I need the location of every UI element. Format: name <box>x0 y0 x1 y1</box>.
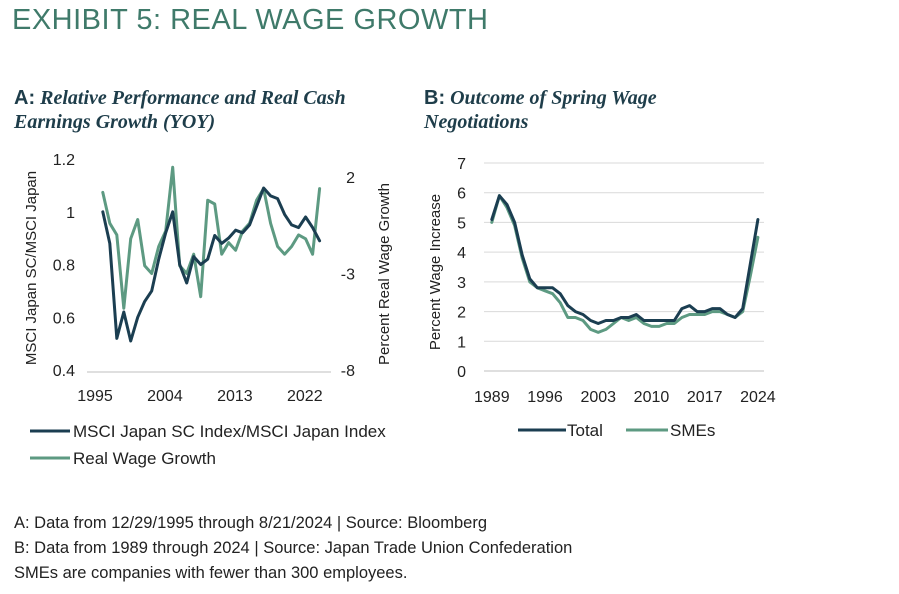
panel-b-ytick: 6 <box>457 186 466 203</box>
panel-b-xtick: 1989 <box>474 389 510 406</box>
panel-a-xtick: 2013 <box>217 388 253 405</box>
panel-a-xtick: 2004 <box>147 388 183 405</box>
panel-b-xtick: 2024 <box>740 389 776 406</box>
panel-a-ytick-right: 2 <box>346 170 355 187</box>
panel-a-ytick-left: 1.2 <box>53 152 75 169</box>
panel-a-ytick-left: 1 <box>66 205 75 222</box>
panel-a-ytick-left: 0.4 <box>53 363 75 380</box>
panel-b-xtick: 2003 <box>580 389 616 406</box>
panel-a-xtick: 1995 <box>77 388 113 405</box>
panel-b-xtick: 1996 <box>527 389 563 406</box>
panel-a-ylabel-right: Percent Real Wage Growth <box>376 183 393 365</box>
source-notes: A: Data from 12/29/1995 through 8/21/202… <box>14 511 572 586</box>
panel-a-letter: A: <box>14 87 36 109</box>
panel-a-title-text: Relative Performance and Real Cash Earni… <box>14 87 346 133</box>
real-wage-growth-line <box>101 165 322 310</box>
legend-label-msci: MSCI Japan SC Index/MSCI Japan Index <box>73 422 386 441</box>
panel-a-ytick-left: 0.6 <box>53 310 75 327</box>
panel-b-ytick: 1 <box>457 334 466 351</box>
panel-a-ytick-left: 0.8 <box>53 258 75 275</box>
panel-b-xtick: 2010 <box>634 389 670 406</box>
exhibit-title: EXHIBIT 5: REAL WAGE GROWTH <box>12 4 489 36</box>
panel-b-letter: B: <box>424 87 446 109</box>
panel-a-ytick-right: -8 <box>341 363 355 380</box>
panel-b-ytick: 2 <box>457 305 466 322</box>
legend-label-smes: SMEs <box>670 421 715 440</box>
total-line <box>490 194 760 325</box>
note-b: B: Data from 1989 through 2024 | Source:… <box>14 539 573 557</box>
panel-a-ylabel-left: MSCI Japan SC/MSCI Japan <box>23 171 40 365</box>
panel-b-ytick: 3 <box>457 275 466 292</box>
note-smes: SMEs are companies with fewer than 300 e… <box>14 564 408 582</box>
legend-label-real-wage: Real Wage Growth <box>73 449 216 468</box>
msci-ratio-line <box>101 186 322 343</box>
panel-b-ytick: 4 <box>457 245 466 262</box>
note-a: A: Data from 12/29/1995 through 8/21/202… <box>14 514 488 532</box>
legend-label-total: Total <box>567 421 603 440</box>
panel-b-title-text: Outcome of Spring Wage Negotiations <box>424 87 657 133</box>
panel-a-ytick-right: -3 <box>341 267 355 284</box>
panel-a-xtick: 2022 <box>287 388 323 405</box>
panel-b-ytick: 5 <box>457 215 466 232</box>
panel-b-ylabel: Percent Wage Increase <box>427 194 444 350</box>
panel-b-title: B: Outcome of Spring Wage Negotiations <box>424 86 724 134</box>
panel-b-ytick: 0 <box>457 364 466 381</box>
panel-b-ytick: 7 <box>457 156 466 173</box>
panel-b-xtick: 2017 <box>687 389 723 406</box>
panel-a-title: A: Relative Performance and Real Cash Ea… <box>14 86 394 134</box>
